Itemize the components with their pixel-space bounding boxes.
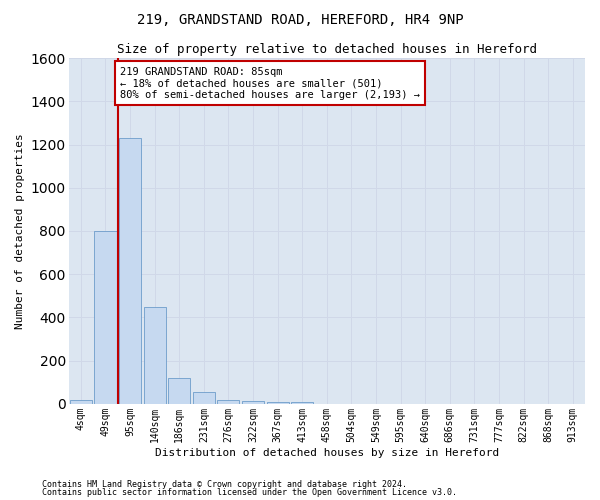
Text: Contains HM Land Registry data © Crown copyright and database right 2024.: Contains HM Land Registry data © Crown c… bbox=[42, 480, 407, 489]
Bar bbox=[143, 306, 166, 404]
Bar bbox=[168, 378, 190, 404]
Bar bbox=[193, 392, 215, 404]
Bar bbox=[242, 402, 264, 404]
Bar bbox=[70, 400, 92, 404]
Y-axis label: Number of detached properties: Number of detached properties bbox=[15, 133, 25, 329]
Title: Size of property relative to detached houses in Hereford: Size of property relative to detached ho… bbox=[117, 42, 537, 56]
Text: 219 GRANDSTAND ROAD: 85sqm
← 18% of detached houses are smaller (501)
80% of sem: 219 GRANDSTAND ROAD: 85sqm ← 18% of deta… bbox=[120, 66, 420, 100]
X-axis label: Distribution of detached houses by size in Hereford: Distribution of detached houses by size … bbox=[155, 448, 499, 458]
Text: 219, GRANDSTAND ROAD, HEREFORD, HR4 9NP: 219, GRANDSTAND ROAD, HEREFORD, HR4 9NP bbox=[137, 12, 463, 26]
Bar bbox=[291, 402, 313, 404]
Bar bbox=[119, 138, 141, 404]
Bar bbox=[94, 231, 116, 404]
Bar bbox=[217, 400, 239, 404]
Bar bbox=[266, 402, 289, 404]
Text: Contains public sector information licensed under the Open Government Licence v3: Contains public sector information licen… bbox=[42, 488, 457, 497]
